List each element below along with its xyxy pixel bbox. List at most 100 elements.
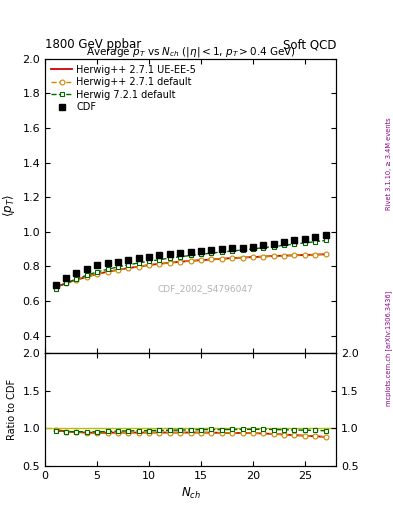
Herwig++ 2.7.1 UE-EE-5	[74, 277, 79, 283]
Herwig++ 2.7.1 UE-EE-5	[167, 260, 172, 266]
Herwig 7.2.1 default	[157, 257, 162, 263]
Herwig 7.2.1 default	[209, 250, 214, 256]
Legend: Herwig++ 2.7.1 UE-EE-5, Herwig++ 2.7.1 default, Herwig 7.2.1 default, CDF: Herwig++ 2.7.1 UE-EE-5, Herwig++ 2.7.1 d…	[49, 63, 198, 114]
Herwig++ 2.7.1 default	[271, 253, 276, 259]
Herwig 7.2.1 default	[313, 239, 318, 245]
Herwig++ 2.7.1 default	[126, 265, 130, 271]
CDF	[198, 248, 203, 254]
Herwig 7.2.1 default	[53, 286, 58, 292]
Herwig++ 2.7.1 default	[303, 252, 307, 258]
Herwig++ 2.7.1 default	[198, 257, 203, 263]
Herwig++ 2.7.1 UE-EE-5	[116, 267, 120, 273]
Herwig++ 2.7.1 UE-EE-5	[251, 254, 255, 260]
Herwig 7.2.1 default	[271, 243, 276, 249]
CDF	[167, 251, 172, 257]
Herwig 7.2.1 default	[292, 241, 297, 247]
CDF	[188, 249, 193, 255]
Herwig++ 2.7.1 default	[251, 254, 255, 260]
Herwig++ 2.7.1 default	[147, 262, 151, 268]
Herwig 7.2.1 default	[282, 242, 286, 248]
Herwig++ 2.7.1 default	[136, 264, 141, 270]
Herwig++ 2.7.1 UE-EE-5	[178, 259, 183, 265]
Herwig++ 2.7.1 default	[95, 271, 99, 277]
Y-axis label: Ratio to CDF: Ratio to CDF	[7, 379, 17, 440]
Text: Soft QCD: Soft QCD	[283, 38, 336, 51]
Herwig 7.2.1 default	[219, 249, 224, 255]
Herwig++ 2.7.1 UE-EE-5	[84, 274, 89, 280]
Herwig++ 2.7.1 default	[230, 255, 235, 261]
Herwig 7.2.1 default	[261, 245, 266, 251]
Herwig++ 2.7.1 UE-EE-5	[282, 252, 286, 259]
CDF	[105, 260, 110, 266]
Herwig++ 2.7.1 UE-EE-5	[95, 271, 99, 277]
Herwig 7.2.1 default	[167, 255, 172, 261]
Herwig++ 2.7.1 default	[209, 257, 214, 263]
X-axis label: $N_{ch}$: $N_{ch}$	[181, 486, 200, 501]
Herwig++ 2.7.1 UE-EE-5	[303, 252, 307, 258]
CDF	[261, 242, 266, 248]
Herwig++ 2.7.1 UE-EE-5	[136, 264, 141, 270]
Text: mcplots.cern.ch [arXiv:1306.3436]: mcplots.cern.ch [arXiv:1306.3436]	[386, 290, 393, 406]
Line: Herwig 7.2.1 default: Herwig 7.2.1 default	[53, 238, 328, 291]
Line: CDF: CDF	[53, 232, 329, 287]
Herwig 7.2.1 default	[178, 253, 183, 260]
Herwig++ 2.7.1 UE-EE-5	[126, 265, 130, 271]
Text: CDF_2002_S4796047: CDF_2002_S4796047	[157, 284, 253, 293]
Herwig++ 2.7.1 UE-EE-5	[230, 255, 235, 261]
Text: 1800 GeV ppbar: 1800 GeV ppbar	[45, 38, 141, 51]
Herwig++ 2.7.1 UE-EE-5	[292, 252, 297, 259]
Herwig 7.2.1 default	[188, 252, 193, 259]
Herwig++ 2.7.1 UE-EE-5	[157, 261, 162, 267]
CDF	[53, 282, 58, 288]
Herwig++ 2.7.1 default	[74, 277, 79, 283]
CDF	[219, 246, 224, 252]
Herwig 7.2.1 default	[240, 247, 245, 253]
Herwig++ 2.7.1 UE-EE-5	[271, 253, 276, 259]
CDF	[116, 259, 120, 265]
Herwig++ 2.7.1 default	[157, 261, 162, 267]
Herwig 7.2.1 default	[74, 276, 79, 282]
Herwig 7.2.1 default	[95, 269, 99, 275]
Herwig 7.2.1 default	[126, 262, 130, 268]
Herwig++ 2.7.1 UE-EE-5	[147, 262, 151, 268]
Herwig 7.2.1 default	[230, 248, 235, 254]
Herwig++ 2.7.1 UE-EE-5	[53, 284, 58, 290]
Herwig++ 2.7.1 default	[116, 267, 120, 273]
Herwig++ 2.7.1 default	[323, 251, 328, 258]
Herwig++ 2.7.1 UE-EE-5	[313, 251, 318, 258]
Herwig++ 2.7.1 default	[64, 280, 68, 286]
Line: Herwig++ 2.7.1 UE-EE-5: Herwig++ 2.7.1 UE-EE-5	[55, 254, 326, 287]
CDF	[230, 245, 235, 251]
CDF	[240, 244, 245, 250]
Herwig++ 2.7.1 UE-EE-5	[209, 257, 214, 263]
Title: Average $p_T$ vs $N_{ch}$ ($|\eta| < 1$, $p_T > 0.4$ GeV): Average $p_T$ vs $N_{ch}$ ($|\eta| < 1$,…	[86, 45, 296, 59]
Herwig 7.2.1 default	[251, 246, 255, 252]
Herwig 7.2.1 default	[116, 264, 120, 270]
Herwig 7.2.1 default	[303, 240, 307, 246]
Herwig++ 2.7.1 UE-EE-5	[261, 253, 266, 260]
CDF	[251, 244, 255, 250]
Herwig 7.2.1 default	[147, 258, 151, 264]
Herwig 7.2.1 default	[64, 280, 68, 286]
CDF	[271, 241, 276, 247]
CDF	[126, 257, 130, 263]
Herwig++ 2.7.1 UE-EE-5	[219, 255, 224, 262]
Herwig++ 2.7.1 UE-EE-5	[240, 254, 245, 261]
Line: Herwig++ 2.7.1 default: Herwig++ 2.7.1 default	[53, 252, 328, 290]
Herwig++ 2.7.1 default	[240, 254, 245, 261]
CDF	[178, 250, 183, 256]
Herwig++ 2.7.1 default	[178, 259, 183, 265]
CDF	[303, 236, 307, 242]
Herwig 7.2.1 default	[105, 266, 110, 272]
Herwig++ 2.7.1 default	[261, 253, 266, 260]
Herwig++ 2.7.1 UE-EE-5	[323, 251, 328, 258]
Herwig++ 2.7.1 default	[167, 260, 172, 266]
CDF	[64, 274, 68, 281]
Herwig 7.2.1 default	[323, 238, 328, 244]
CDF	[147, 253, 151, 260]
Herwig++ 2.7.1 UE-EE-5	[64, 280, 68, 286]
Herwig++ 2.7.1 default	[188, 258, 193, 264]
Herwig 7.2.1 default	[84, 272, 89, 279]
CDF	[136, 255, 141, 261]
CDF	[95, 262, 99, 268]
